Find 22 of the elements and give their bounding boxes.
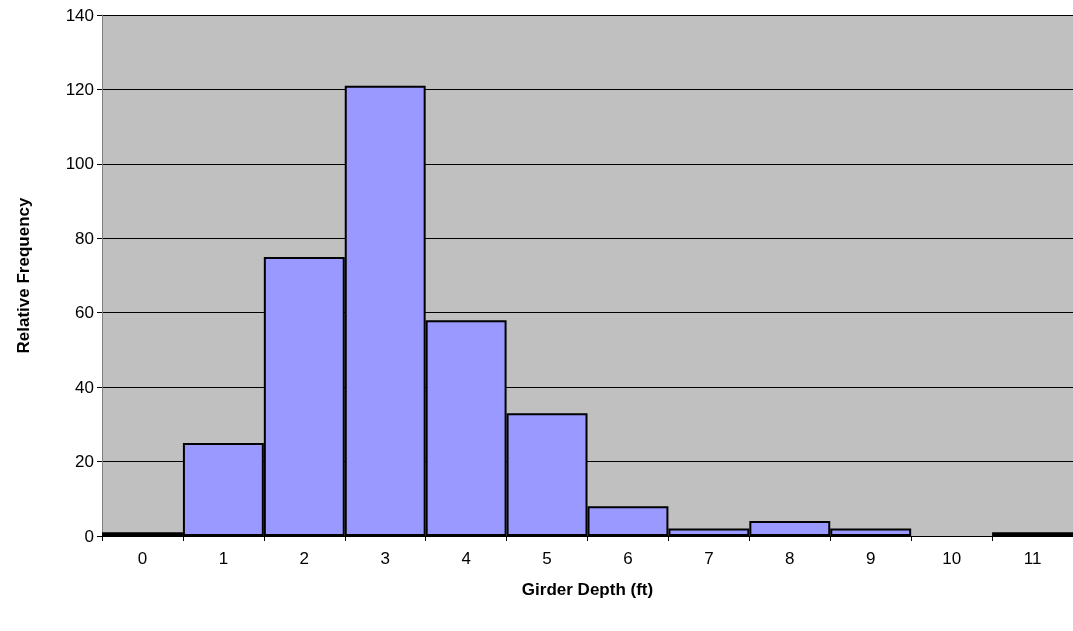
- y-tick-label: 120: [65, 79, 94, 99]
- x-tick-label: 3: [380, 549, 390, 568]
- y-tick-label: 0: [84, 526, 94, 546]
- y-tick-label: 80: [75, 228, 94, 248]
- x-tick-label: 6: [623, 549, 633, 568]
- x-axis-title: Girder Depth (ft): [521, 580, 654, 599]
- x-tick-label: 5: [542, 549, 552, 568]
- y-tick-label: 60: [75, 303, 94, 323]
- x-tick-label: 4: [461, 549, 471, 568]
- x-tick-label: 2: [299, 549, 310, 568]
- y-tick-label: 140: [65, 5, 94, 25]
- y-tick-label: 100: [65, 154, 94, 174]
- x-tick-label: 10: [942, 549, 962, 568]
- x-tick-label: 9: [865, 549, 876, 568]
- x-tick-label: 8: [785, 549, 795, 568]
- x-tick-label: 1: [218, 549, 229, 568]
- y-axis-title: Relative Frequency: [14, 197, 33, 354]
- y-tick-label: 40: [75, 377, 94, 397]
- x-tick-label: 7: [704, 549, 714, 568]
- y-tick-label: 20: [75, 452, 94, 472]
- x-tick-label: 11: [1023, 549, 1042, 568]
- x-tick-label: 0: [137, 549, 148, 568]
